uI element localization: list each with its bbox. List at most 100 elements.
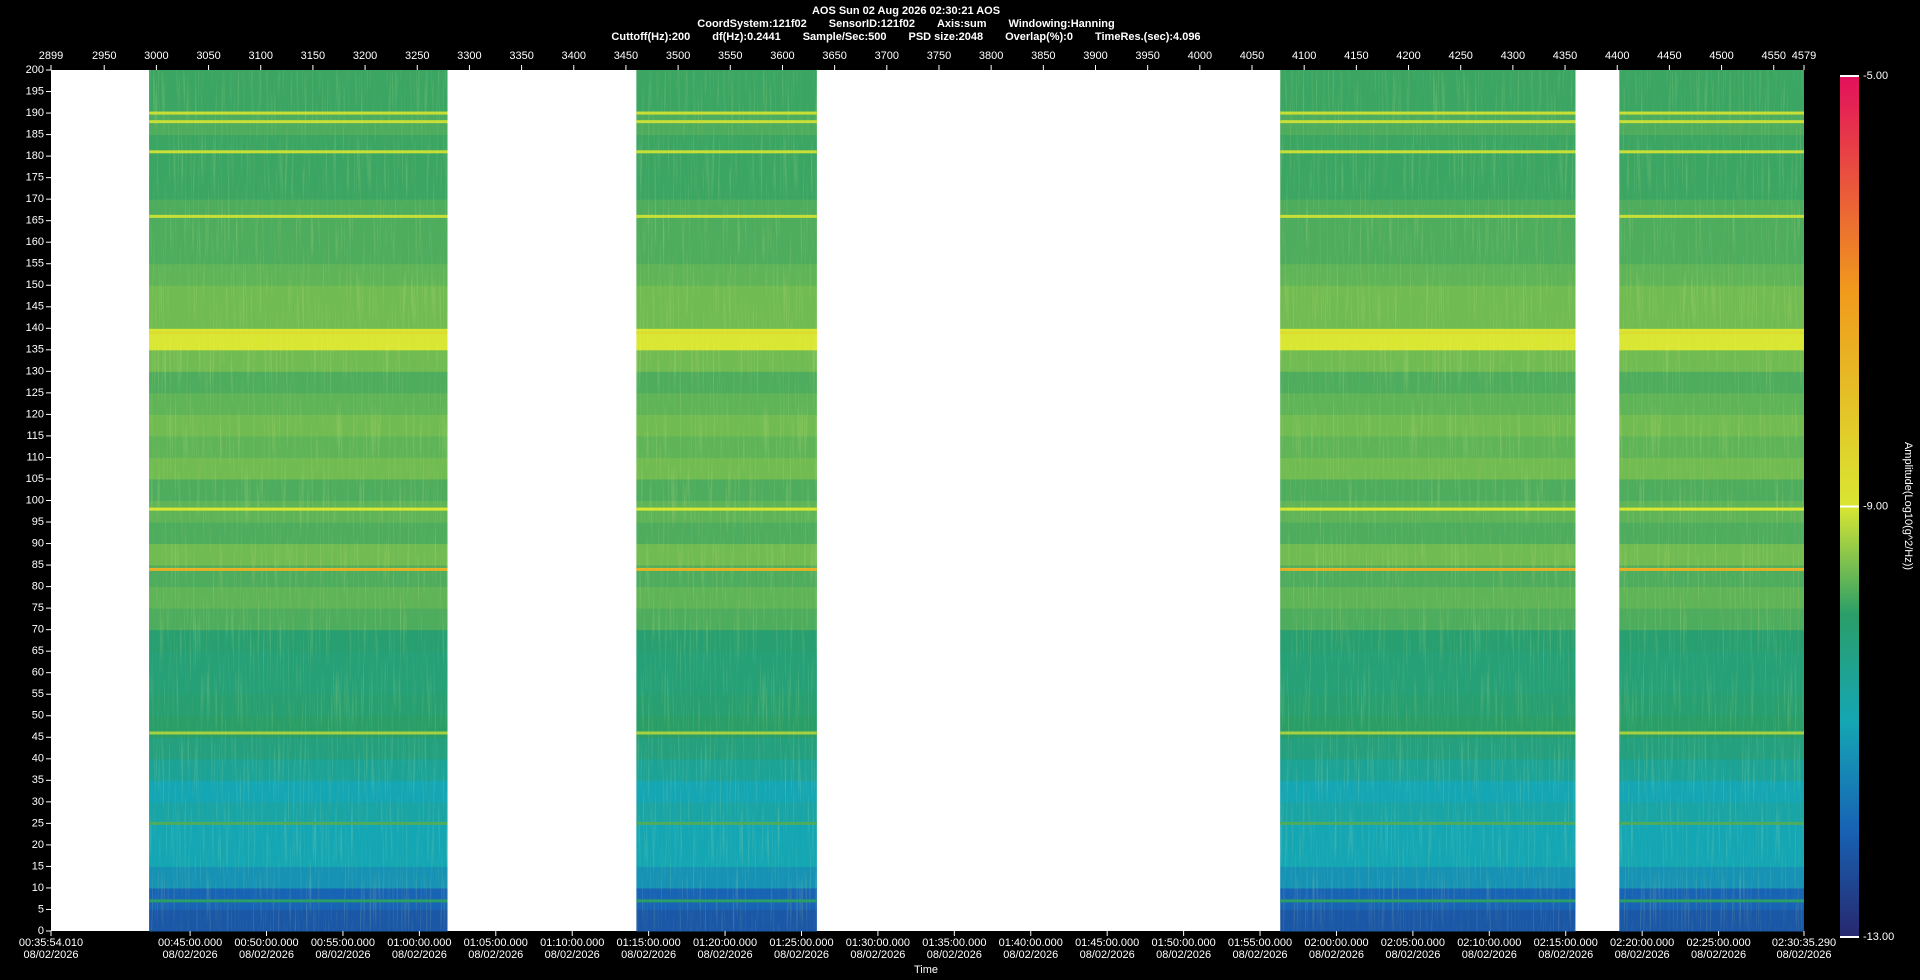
x-tick-label: 3300 [457, 50, 481, 62]
spectral-line [1280, 899, 1576, 903]
x2-tick-label: 01:25:00.000 [769, 937, 833, 949]
x2-tick-label: 01:40:00.000 [999, 937, 1063, 949]
spectral-line [149, 120, 448, 124]
y-tick-label: 185 [26, 128, 44, 140]
y-tick-label: 45 [32, 731, 44, 743]
y-tick-label: 110 [26, 451, 44, 463]
y-tick-label: 50 [32, 710, 44, 722]
x2-tick-label: 01:30:00.000 [846, 937, 910, 949]
y-tick-label: 70 [32, 624, 44, 636]
y-tick-label: 145 [26, 301, 44, 313]
spectral-line [1619, 111, 1804, 115]
spectral-line [636, 120, 817, 124]
x2-tick-date: 08/02/2026 [1462, 949, 1517, 961]
x2-tick-date: 08/02/2026 [392, 949, 447, 961]
y-tick-label: 105 [26, 473, 44, 485]
header-item: Axis:sum [936, 18, 987, 30]
spectral-line [1619, 731, 1804, 735]
x-tick-label: 3400 [562, 50, 586, 62]
header-row: CoordSystem:121f02 SensorID:121f02 Axis:su… [0, 18, 1812, 30]
texture [636, 70, 817, 931]
spectral-line [1619, 150, 1804, 154]
x-tick-label: 3200 [353, 50, 377, 62]
y-tick-label: 80 [32, 581, 44, 593]
x2-tick-label: 01:35:00.000 [922, 937, 986, 949]
x2-tick-label: 02:15:00.000 [1534, 937, 1598, 949]
spectral-line [636, 821, 817, 825]
y-tick-label: 55 [32, 688, 44, 700]
spectral-line [636, 507, 817, 511]
spectral-line [1280, 120, 1576, 124]
spectral-line [149, 821, 448, 825]
x2-tick-label: 01:50:00.000 [1151, 937, 1215, 949]
spectral-line [149, 214, 448, 218]
x-tick-label: 2899 [39, 50, 63, 62]
spectral-line [149, 331, 448, 335]
x-tick-label: 4150 [1344, 50, 1368, 62]
x-tick-label: 3100 [248, 50, 272, 62]
x2-tick-label: 02:30:35.290 [1772, 937, 1836, 949]
x2-tick-date: 08/02/2026 [774, 949, 829, 961]
colorbar-tick-label: -13.00 [1863, 931, 1894, 943]
header-item: Cuttoff(Hz):200 [611, 31, 691, 43]
x2-tick-date: 08/02/2026 [239, 949, 294, 961]
spectral-line [636, 567, 817, 571]
x-tick-label: 4579 [1792, 50, 1816, 62]
x2-tick-date: 08/02/2026 [698, 949, 753, 961]
y-tick-label: 35 [32, 774, 44, 786]
x2-tick-date: 08/02/2026 [1233, 949, 1288, 961]
header-item: SensorID:121f02 [828, 18, 915, 30]
spectral-line [1280, 507, 1576, 511]
y-tick-label: 155 [26, 258, 44, 270]
y-tick-label: 180 [26, 150, 44, 162]
x2-tick-date: 08/02/2026 [621, 949, 676, 961]
x2-tick-date: 08/02/2026 [1309, 949, 1364, 961]
spectral-line [149, 111, 448, 115]
x-tick-label: 4400 [1605, 50, 1629, 62]
y-tick-label: 160 [26, 236, 44, 248]
x-tick-label: 3500 [666, 50, 690, 62]
x2-tick-label: 00:50:00.000 [234, 937, 298, 949]
x-tick-label: 3800 [979, 50, 1003, 62]
y-tick-label: 135 [26, 344, 44, 356]
x-tick-label: 4500 [1709, 50, 1733, 62]
x2-tick-label: 01:45:00.000 [1075, 937, 1139, 949]
spectral-line [1280, 731, 1576, 735]
x-tick-label: 3600 [770, 50, 794, 62]
y-tick-label: 190 [26, 107, 44, 119]
spectral-line [636, 214, 817, 218]
texture [1619, 70, 1804, 931]
y-tick-label: 25 [32, 817, 44, 829]
y-tick-label: 125 [26, 387, 44, 399]
x-tick-label: 4550 [1761, 50, 1785, 62]
x-tick-label: 3550 [718, 50, 742, 62]
x2-tick-label: 01:55:00.000 [1228, 937, 1292, 949]
chart-title: AOS Sun 02 Aug 2026 02:30:21 AOS [811, 5, 1001, 17]
y-tick-label: 200 [26, 64, 44, 76]
y-tick-label: 10 [32, 882, 44, 894]
header-item: Sample/Sec:500 [802, 31, 887, 43]
x2-tick-label: 01:10:00.000 [540, 937, 604, 949]
texture [1280, 70, 1576, 931]
spectral-line [636, 111, 817, 115]
x-tick-label: 3150 [301, 50, 325, 62]
x2-tick-date: 08/02/2026 [1385, 949, 1440, 961]
spectral-line [1619, 899, 1804, 903]
y-tick-label: 100 [26, 494, 44, 506]
y-tick-label: 5 [38, 903, 44, 915]
x2-tick-date: 08/02/2026 [1538, 949, 1593, 961]
spectral-line [1280, 821, 1576, 825]
y-tick-label: 60 [32, 667, 44, 679]
spectral-line [636, 899, 817, 903]
y-tick-label: 20 [32, 839, 44, 851]
x2-tick-label: 00:35:54.010 [19, 937, 83, 949]
spectral-line [1619, 507, 1804, 511]
spectral-line [1619, 120, 1804, 124]
y-tick-label: 85 [32, 559, 44, 571]
segment [636, 70, 817, 932]
x-tick-label: 3700 [875, 50, 899, 62]
y-tick-label: 65 [32, 645, 44, 657]
y-tick-label: 130 [26, 365, 44, 377]
x2-tick-label: 02:20:00.000 [1610, 937, 1674, 949]
y-tick-label: 75 [32, 602, 44, 614]
